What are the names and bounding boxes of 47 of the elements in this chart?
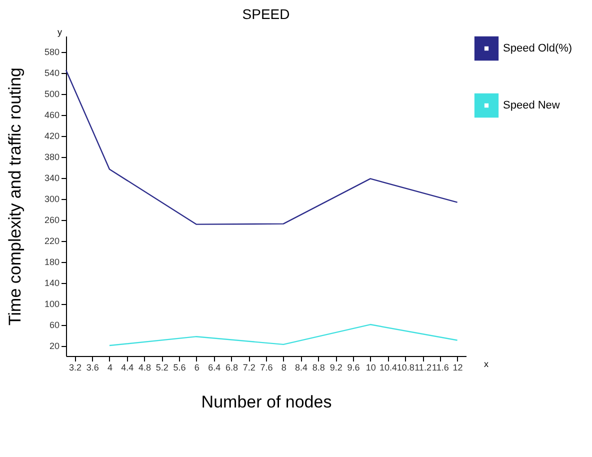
x-tick-label: 3.2	[68, 362, 82, 372]
y-tick-label: 60	[49, 320, 60, 330]
x-tick-label: 6.4	[208, 362, 221, 372]
y-tick-label: 420	[44, 131, 60, 142]
y-tick-label: 140	[44, 278, 60, 288]
y-tick-label: 300	[44, 194, 60, 204]
y-tick-label: 100	[44, 299, 60, 310]
legend-label: Speed Old(%)	[503, 42, 572, 54]
y-tick-label: 220	[44, 236, 60, 246]
x-tick-label: 8.8	[312, 362, 325, 372]
text: y	[58, 27, 62, 37]
x-tick-label: 4.8	[138, 362, 152, 372]
x-tick-label: 10	[366, 362, 376, 372]
y-tick-label: 180	[44, 257, 60, 268]
x-tick-label: 4	[107, 362, 112, 372]
x-tick-label: 7.6	[260, 362, 273, 372]
x-tick-label: 7.2	[242, 362, 256, 372]
x-tick-label: 11.6	[432, 362, 449, 372]
line-series	[108, 324, 458, 346]
x-tick-label: 9.2	[330, 362, 342, 372]
x-tick-label: 3.6	[86, 362, 99, 372]
x-tick-label: 5.6	[173, 362, 186, 372]
x-axis-title: Number of nodes	[201, 392, 332, 412]
x-tick-label: 4.4	[121, 362, 134, 372]
x-tick-label: 6.8	[225, 362, 238, 372]
y-tick-label: 20	[49, 341, 60, 352]
y-tick-label: 580	[44, 47, 60, 58]
x-tick-label: 11.2	[414, 362, 432, 372]
y-tick-label: 540	[44, 68, 60, 78]
x-tick-label: 9.6	[347, 362, 360, 372]
y-tick-label: 340	[44, 173, 60, 184]
x-tick-label: 6	[194, 362, 200, 372]
x-tick-label: 8	[281, 362, 286, 372]
x-tick-label: 8.4	[295, 362, 308, 372]
x-tick-label: 10.4	[379, 362, 398, 372]
x-tick-label: 12	[452, 362, 463, 372]
y-tick-label: 380	[44, 152, 60, 162]
x-tick-label: 5.2	[156, 362, 168, 372]
x-tick-label: 10.8	[396, 362, 414, 372]
text: x	[484, 359, 489, 369]
chart-title: SPEED	[242, 6, 290, 22]
line-series	[65, 70, 458, 225]
legend-label: Speed New	[503, 100, 560, 112]
y-tick-label: 500	[44, 89, 60, 100]
y-tick-label: 260	[44, 215, 60, 226]
y-axis-title: Time complexity and traffic routing	[5, 68, 24, 326]
y-tick-label: 460	[44, 110, 60, 120]
